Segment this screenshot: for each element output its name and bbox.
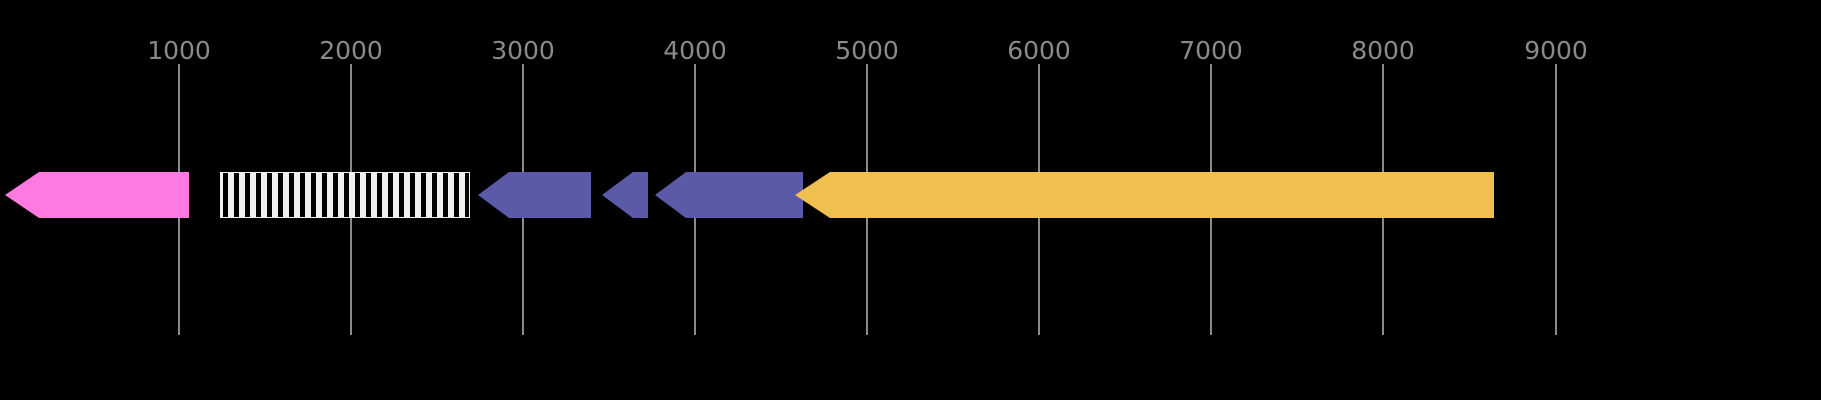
axis-tick-label-5000: 5000	[835, 36, 899, 65]
feature-blue-arrow-3-glyph	[655, 172, 803, 218]
feature-yellow-arrow[interactable]	[795, 172, 1494, 218]
axis-tick-label-1000: 1000	[147, 36, 211, 65]
feature-yellow-arrow-glyph	[795, 172, 1494, 218]
axis-tick-label-4000: 4000	[663, 36, 727, 65]
feature-blue-arrow-1[interactable]	[478, 172, 591, 218]
axis-tick-label-6000: 6000	[1007, 36, 1071, 65]
feature-pink-arrow-glyph	[5, 172, 189, 218]
axis-gridline-9000	[1555, 64, 1557, 335]
feature-blue-arrow-2-glyph	[602, 172, 648, 218]
feature-striped-box[interactable]	[220, 172, 470, 218]
feature-pink-arrow[interactable]	[5, 172, 189, 218]
axis-tick-label-7000: 7000	[1179, 36, 1243, 65]
feature-blue-arrow-1-glyph	[478, 172, 591, 218]
axis-tick-label-9000: 9000	[1524, 36, 1588, 65]
feature-blue-arrow-2[interactable]	[602, 172, 648, 218]
axis-tick-label-8000: 8000	[1351, 36, 1415, 65]
feature-striped-box-glyph	[220, 172, 470, 218]
feature-blue-arrow-3[interactable]	[655, 172, 803, 218]
axis-tick-label-2000: 2000	[319, 36, 383, 65]
axis-tick-label-3000: 3000	[491, 36, 555, 65]
